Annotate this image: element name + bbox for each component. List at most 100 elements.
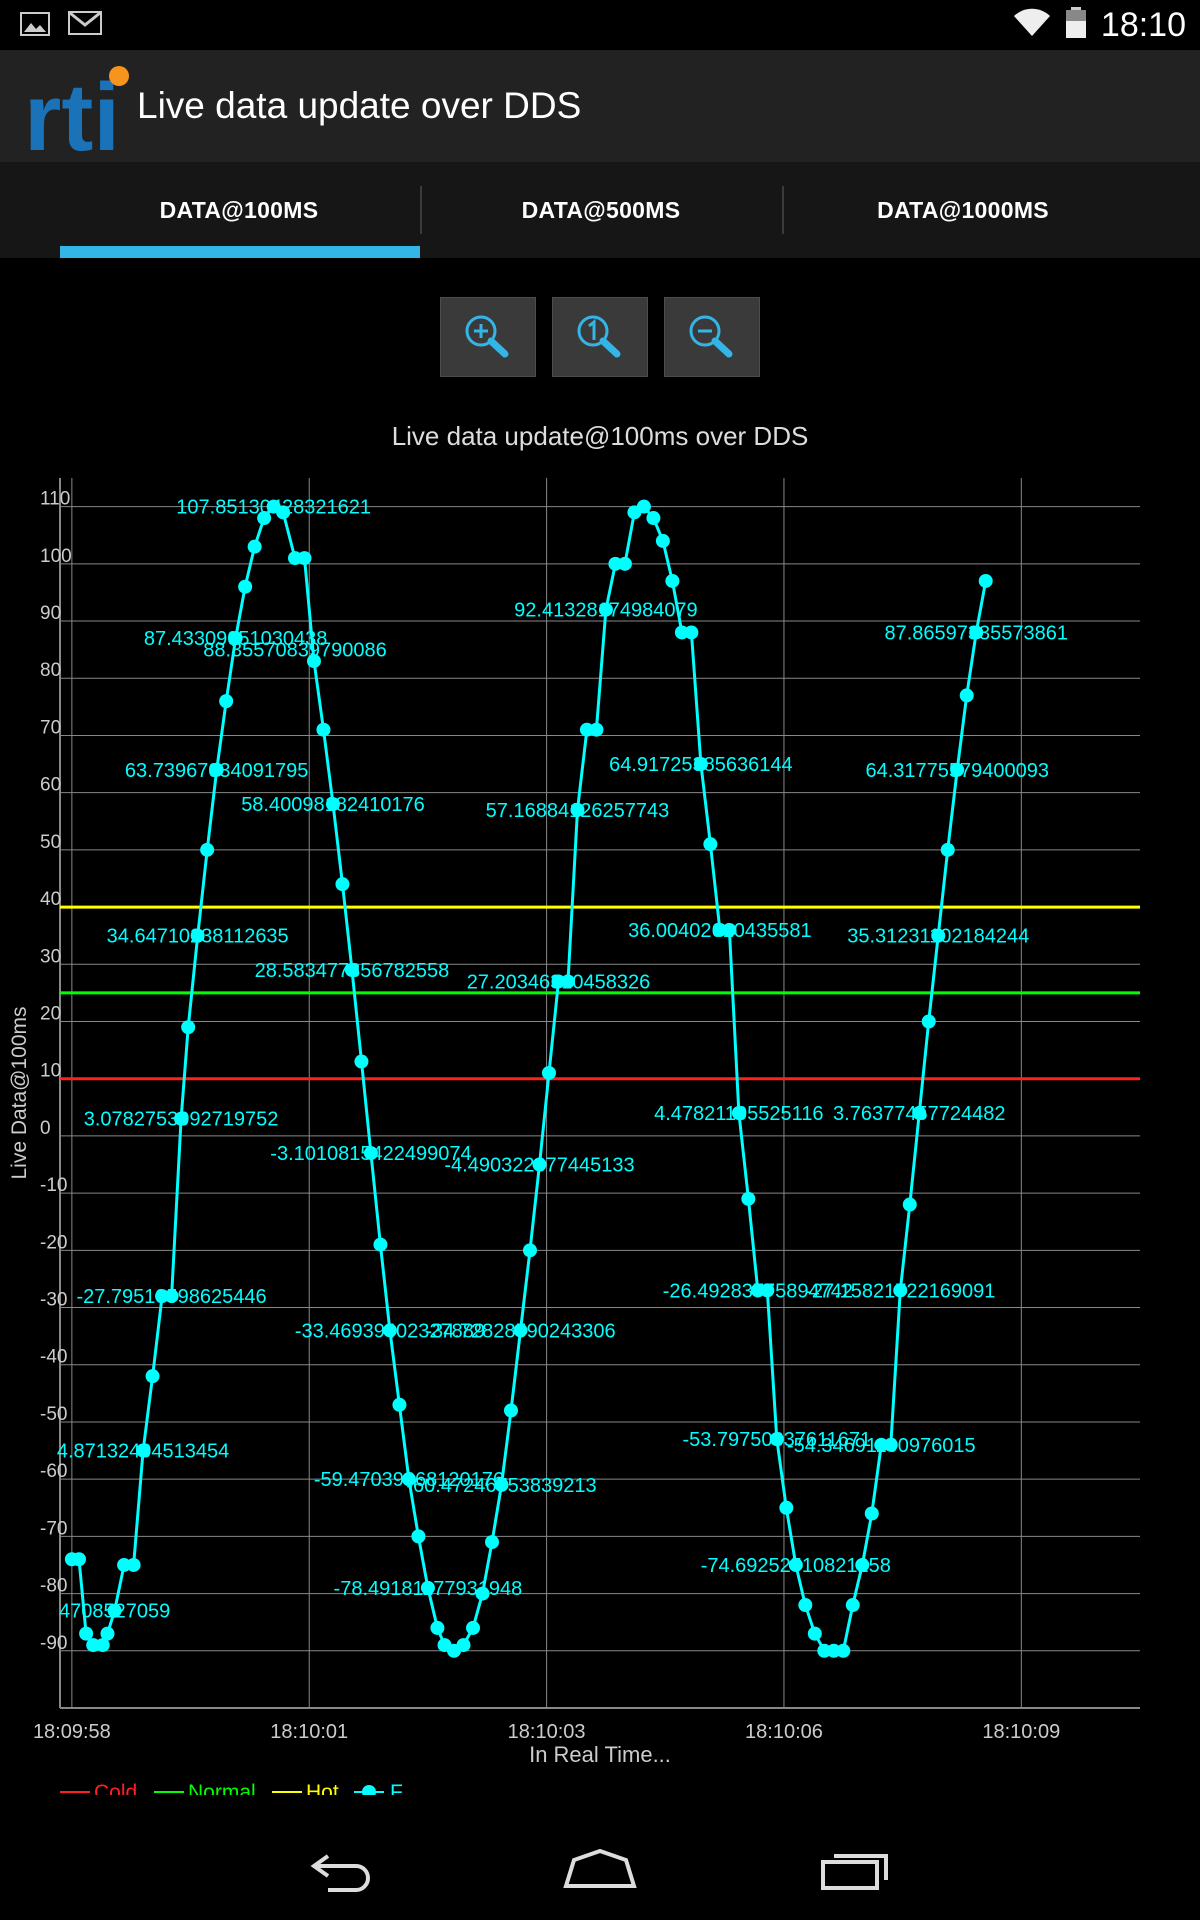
action-bar: rti Live data update over DDS xyxy=(0,50,1200,171)
data-label: -53.79750337611671 xyxy=(682,1429,871,1451)
data-label: 4708527059 xyxy=(59,1601,170,1623)
data-point xyxy=(570,802,585,817)
data-point xyxy=(722,922,737,937)
data-point xyxy=(95,1638,110,1653)
data-point xyxy=(902,1197,917,1212)
data-point xyxy=(503,1403,518,1418)
tab-bar: DATA@100MS DATA@500MS DATA@1000MS xyxy=(0,162,1200,258)
data-point xyxy=(306,654,321,669)
tab-data-1000ms[interactable]: DATA@1000MS xyxy=(782,162,1144,258)
data-label: 35.31231102184244 xyxy=(847,926,1029,948)
tab-label: DATA@100MS xyxy=(159,196,319,223)
data-point xyxy=(693,757,708,772)
data-label: -34.72828590243306 xyxy=(425,1320,615,1342)
y-tick-label: 50 xyxy=(40,832,61,853)
chart-area[interactable]: Live data update@100ms over DDS 110 100 90 8… xyxy=(0,400,1200,1804)
tab-label: DATA@1000MS xyxy=(877,196,1049,223)
tab-data-100ms[interactable]: DATA@100MS xyxy=(58,162,420,258)
data-point xyxy=(475,1586,490,1601)
y-tick-label: -80 xyxy=(40,1576,67,1597)
data-label: 34.64710238112635 xyxy=(107,926,289,948)
data-point xyxy=(257,511,272,526)
x-tick-label: 18:10:09 xyxy=(982,1721,1060,1743)
data-point xyxy=(760,1283,775,1298)
data-point xyxy=(456,1638,471,1653)
data-point xyxy=(247,539,262,554)
data-point xyxy=(836,1643,851,1658)
data-point xyxy=(589,722,604,737)
y-axis-label: Live Data@100ms xyxy=(8,1006,31,1179)
zoom-reset-button[interactable] xyxy=(552,297,648,377)
tab-data-500ms[interactable]: DATA@500MS xyxy=(420,162,782,258)
legend-marker-f xyxy=(362,1785,376,1799)
tab-label: DATA@500MS xyxy=(521,196,681,223)
data-point xyxy=(136,1443,151,1458)
nav-bar xyxy=(0,1820,1200,1920)
y-tick-label: -30 xyxy=(40,1290,67,1311)
zoom-in-button[interactable] xyxy=(440,297,536,377)
data-point xyxy=(276,505,291,520)
data-point xyxy=(209,762,224,777)
data-point xyxy=(382,1323,397,1338)
data-label: -54.34691100976015 xyxy=(787,1435,976,1457)
data-point xyxy=(100,1626,115,1641)
data-point xyxy=(363,1146,378,1161)
zoom-out-icon xyxy=(689,315,733,358)
x-tick-label: 18:10:06 xyxy=(745,1721,823,1743)
x-tick-label: 18:10:01 xyxy=(270,1721,348,1743)
home-button[interactable] xyxy=(550,1834,650,1904)
data-point xyxy=(741,1191,756,1206)
data-point xyxy=(344,963,359,977)
data-point xyxy=(174,1111,189,1126)
data-label: 87.86597335573861 xyxy=(884,622,1068,644)
data-label: -3.1010815422499074 xyxy=(270,1143,471,1165)
data-point xyxy=(912,1106,927,1121)
data-point xyxy=(354,1054,369,1069)
data-point xyxy=(181,1020,196,1035)
data-point xyxy=(71,1552,86,1567)
y-tick-label: 90 xyxy=(40,603,61,624)
data-label: 63.73967034091795 xyxy=(125,760,309,782)
y-tick-label: 40 xyxy=(40,889,61,910)
data-label: 3.76377457724482 xyxy=(833,1103,1005,1125)
data-label: 64.91725385636144 xyxy=(609,754,793,776)
data-label: 28.583477356782558 xyxy=(255,960,450,982)
x-axis-label: In Real Time... xyxy=(529,1742,671,1767)
data-point xyxy=(541,1065,556,1080)
data-label: 57.16884126257743 xyxy=(486,800,670,822)
recent-apps-button[interactable] xyxy=(806,1834,906,1904)
data-point xyxy=(969,625,984,640)
clock: 18:10 xyxy=(1100,6,1186,44)
data-label: -60.47246753839213 xyxy=(406,1475,596,1497)
zoom-out-button[interactable] xyxy=(664,297,760,377)
data-point xyxy=(883,1437,898,1452)
home-icon xyxy=(563,1848,637,1888)
data-point xyxy=(219,694,234,709)
data-point xyxy=(335,877,350,892)
data-point xyxy=(646,511,661,526)
data-point xyxy=(522,1243,537,1258)
back-icon xyxy=(310,1854,370,1892)
data-label: -59.47039868120176 xyxy=(314,1469,504,1491)
data-point xyxy=(513,1323,528,1338)
live-data-chart[interactable]: Live data update@100ms over DDS110100908… xyxy=(0,400,1200,1804)
recent-apps-icon xyxy=(821,1854,888,1890)
x-tick-label: 18:10:03 xyxy=(508,1721,586,1743)
tab-divider xyxy=(420,186,422,234)
data-point xyxy=(411,1529,426,1544)
data-label: 27.20346310458326 xyxy=(467,971,651,993)
data-point xyxy=(325,797,340,812)
data-point xyxy=(617,556,632,571)
svg-text:rti: rti xyxy=(24,64,120,158)
data-point xyxy=(164,1289,179,1304)
data-point xyxy=(126,1557,141,1572)
data-point xyxy=(703,837,718,852)
legend-label-hot: Hot xyxy=(306,1781,339,1795)
data-point xyxy=(238,579,253,594)
chart-title: Live data update@100ms over DDS xyxy=(392,421,809,451)
data-point xyxy=(731,1106,746,1121)
zoom-in-icon xyxy=(465,315,509,358)
data-point xyxy=(636,499,651,514)
data-point xyxy=(893,1283,908,1298)
back-button[interactable] xyxy=(293,1834,393,1904)
